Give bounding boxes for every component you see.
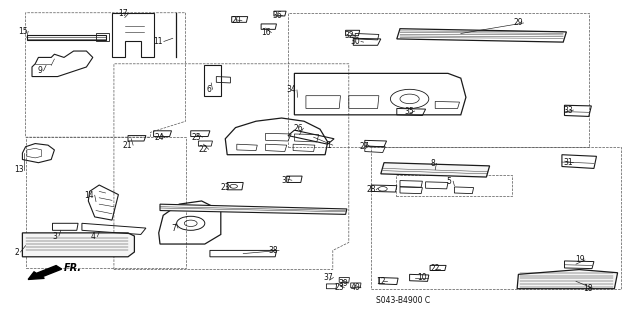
Text: FR.: FR. <box>64 263 82 273</box>
Text: 31: 31 <box>563 158 573 167</box>
Text: 7: 7 <box>172 224 177 233</box>
Text: 12: 12 <box>376 277 386 286</box>
Text: 30: 30 <box>351 37 360 46</box>
Text: 21: 21 <box>123 141 132 150</box>
Text: 9: 9 <box>37 66 42 75</box>
Text: 17: 17 <box>118 9 128 18</box>
Text: 36: 36 <box>272 11 282 20</box>
Text: 33: 33 <box>563 106 573 115</box>
Text: 16: 16 <box>261 28 271 37</box>
Text: 11: 11 <box>154 37 163 46</box>
Text: 34: 34 <box>287 85 296 94</box>
Polygon shape <box>517 270 618 289</box>
Text: 38: 38 <box>269 246 278 255</box>
Text: 24: 24 <box>155 133 164 142</box>
Polygon shape <box>22 233 134 257</box>
Text: 29: 29 <box>513 19 523 27</box>
Text: 22: 22 <box>198 145 208 154</box>
Text: 37: 37 <box>323 273 333 282</box>
Text: 13: 13 <box>14 165 24 174</box>
Text: 19: 19 <box>575 256 584 264</box>
Polygon shape <box>381 163 490 177</box>
Text: 20: 20 <box>232 16 241 25</box>
FancyArrow shape <box>28 266 61 279</box>
Text: 6: 6 <box>206 85 211 94</box>
Text: 2: 2 <box>14 248 19 256</box>
Text: 27: 27 <box>360 142 369 151</box>
Text: 5: 5 <box>447 177 452 186</box>
Polygon shape <box>160 204 347 214</box>
Text: 26: 26 <box>293 124 303 133</box>
Text: 28: 28 <box>366 185 376 194</box>
Text: 23: 23 <box>221 183 230 192</box>
Text: 4: 4 <box>91 232 96 241</box>
Text: 1: 1 <box>326 141 331 150</box>
Text: 22: 22 <box>430 264 440 273</box>
Text: 37: 37 <box>282 176 291 185</box>
Text: 10: 10 <box>417 273 427 282</box>
Text: 25: 25 <box>192 133 202 142</box>
Text: 14: 14 <box>84 191 94 200</box>
Text: 3: 3 <box>52 232 58 241</box>
Text: 23: 23 <box>334 283 344 292</box>
Text: S043-B4900 C: S043-B4900 C <box>376 296 430 305</box>
Text: 15: 15 <box>18 27 28 36</box>
Text: 8: 8 <box>430 159 435 168</box>
Text: 18: 18 <box>584 284 593 293</box>
Text: 39: 39 <box>338 279 348 288</box>
Text: 35: 35 <box>404 107 414 115</box>
Text: 40: 40 <box>351 283 360 292</box>
Text: 32: 32 <box>344 31 354 40</box>
